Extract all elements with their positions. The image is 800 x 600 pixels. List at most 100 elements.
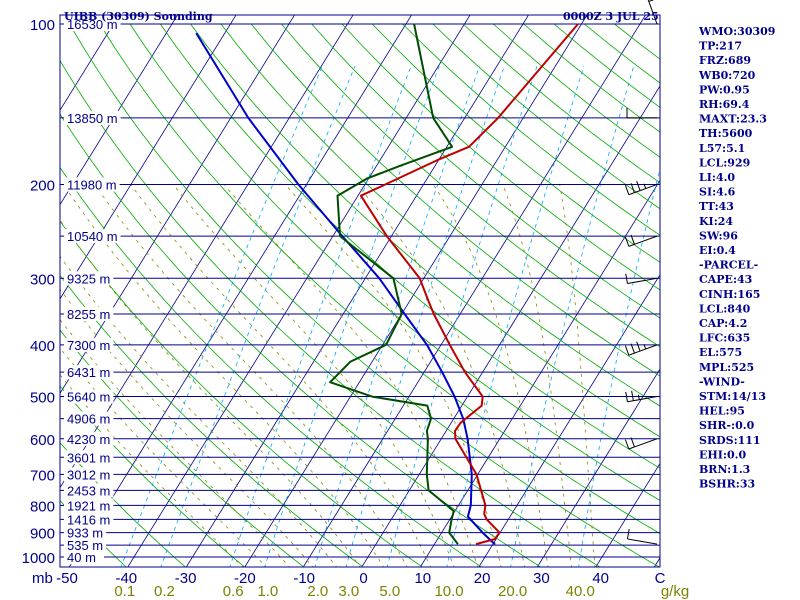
index-line: RH:69.4 — [699, 98, 750, 111]
height-label: 11980 m — [67, 177, 117, 192]
dry-adiabat — [190, 23, 660, 438]
wind-barbs — [624, 0, 658, 545]
wind-barb — [626, 107, 657, 119]
barb-flag — [636, 341, 641, 352]
barb-staff — [628, 235, 658, 247]
index-line: TT:43 — [699, 200, 734, 213]
wind-barb — [624, 341, 658, 356]
index-line: BSHR:33 — [699, 478, 755, 491]
temperature-label: -40 — [115, 570, 137, 587]
barb-staff — [627, 396, 658, 403]
height-label-bg — [64, 498, 114, 513]
mixing-ratio-label: 3.0 — [338, 583, 359, 600]
barb-flag — [630, 183, 635, 193]
valid-time: 0000Z 3 JUL 25 — [563, 10, 659, 23]
isotherm-line — [127, 15, 471, 567]
index-line: HEL:95 — [699, 405, 745, 418]
dry-adiabat — [341, 23, 660, 291]
isotherm-line — [60, 15, 237, 300]
pressure-unit-label: mb — [32, 570, 53, 587]
mixing-ratio-label: 20.0 — [498, 583, 527, 600]
dry-adiabat — [281, 23, 660, 348]
dry-adiabat — [60, 442, 186, 567]
barb-flag — [636, 181, 641, 191]
index-line: SI:4.6 — [699, 186, 736, 199]
height-label-bg — [64, 365, 114, 380]
temperature-label: -20 — [234, 570, 256, 587]
dry-adiabat — [129, 23, 660, 501]
index-line: SRDS:111 — [699, 434, 761, 447]
dry-adiabat — [60, 113, 542, 567]
moist-adiabat — [559, 184, 596, 567]
dry-adiabat — [372, 23, 660, 263]
barb-staff — [628, 344, 658, 356]
dry-adiabat — [60, 329, 305, 567]
height-label-bg — [64, 177, 120, 192]
temperature-label: -30 — [175, 570, 197, 587]
height-label-bg — [64, 411, 114, 426]
height-label: 6431 m — [67, 365, 110, 380]
mixing-ratio-label: 1.0 — [257, 583, 278, 600]
mixing-ratio-line — [120, 66, 323, 567]
wind-barb — [625, 390, 658, 403]
mixing-ratio-unit: g/kg — [661, 583, 689, 600]
height-label-bg — [64, 538, 107, 553]
pressure-label-200: 200 — [30, 177, 55, 194]
index-line: -PARCEL- — [699, 259, 758, 272]
barb-half — [643, 344, 647, 350]
moist-adiabat — [223, 184, 479, 567]
pressure-label-400: 400 — [30, 338, 55, 355]
isotherm-line — [60, 15, 296, 395]
moist-adiabat — [63, 184, 385, 567]
mixing-ratio-label: 10.0 — [434, 583, 463, 600]
index-line: MPL:525 — [699, 361, 754, 374]
sounding-profiles — [195, 23, 579, 546]
barb-flag — [625, 273, 628, 284]
pressure-label-1000: 1000 — [22, 550, 55, 567]
dry-adiabat — [60, 274, 364, 567]
mixing-ratio-line — [510, 66, 635, 567]
barb-flag — [624, 345, 630, 356]
dry-adiabat — [60, 166, 483, 567]
plot-frame — [59, 14, 661, 568]
index-line: BRN:1.3 — [699, 463, 750, 476]
index-line: EL:575 — [699, 346, 742, 359]
mixing-ratio-line — [229, 66, 412, 567]
chart-title: UIBB (30309) Sounding — [64, 10, 213, 23]
height-label: 16530 m — [67, 17, 118, 32]
mixing-ratio-line — [386, 66, 538, 567]
barb-flag — [624, 185, 630, 195]
index-line: LFC:635 — [699, 332, 750, 345]
mixing-ratio-line — [578, 166, 660, 567]
moist-adiabat — [60, 374, 244, 567]
wind-barb — [624, 437, 658, 450]
index-line: LCL:840 — [699, 302, 751, 315]
height-label: 535 m — [67, 538, 103, 553]
barb-half — [648, 0, 654, 2]
height-label-bg — [64, 306, 114, 321]
temperature-label: 0 — [359, 570, 367, 587]
pressure-label-800: 800 — [30, 498, 55, 515]
moist-adiabat — [356, 184, 525, 567]
index-line: WB0:720 — [698, 69, 756, 82]
height-label-bg — [64, 337, 114, 352]
isotherm-line — [60, 15, 120, 111]
height-label: 933 m — [67, 526, 103, 541]
height-label: 5640 m — [67, 390, 110, 405]
moist-adiabat — [502, 184, 572, 567]
height-label-bg — [64, 550, 104, 564]
height-label-bg — [64, 229, 121, 244]
isotherm-line — [595, 462, 660, 567]
temperature-label: 30 — [533, 570, 550, 587]
mixing-ratio-label: 2.0 — [307, 583, 328, 600]
height-label-bg — [64, 389, 114, 404]
wind-barb — [647, 0, 658, 25]
temperature-trace — [359, 23, 579, 546]
height-label-bg — [64, 17, 121, 31]
barb-flag — [624, 439, 630, 450]
height-label: 1416 m — [67, 512, 110, 527]
height-label-bg — [64, 512, 114, 527]
height-label-bg — [64, 467, 114, 482]
index-line: FRZ:689 — [699, 54, 751, 67]
